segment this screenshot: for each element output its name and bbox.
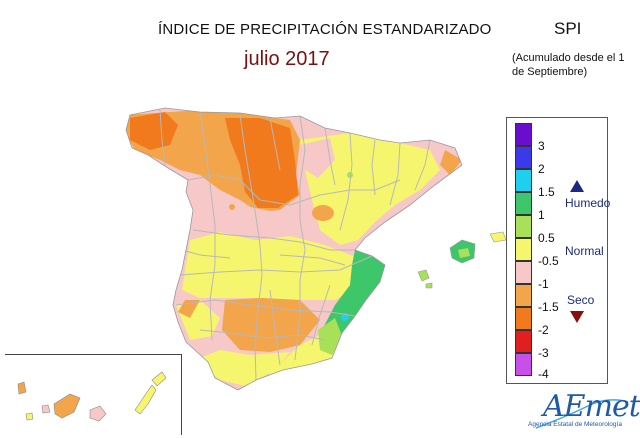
legend-swatch-6: [515, 238, 532, 261]
canary-inset-frame: [5, 354, 182, 435]
dry-patch-catalonia: [440, 150, 462, 175]
mainland-spain: [125, 107, 463, 391]
legend: 3 2 1.5 1 0.5 -0.5 -1 -1.5 -2 -3 -4 Hume…: [506, 117, 611, 384]
legend-swatch-10: [515, 330, 532, 353]
severe-dry-galicia: [130, 112, 178, 150]
wet-zone-valencia: [322, 250, 385, 345]
formentera: [425, 282, 433, 289]
la-palma: [17, 381, 27, 395]
aemet-logo-subtext: Agencia Estatal de Meteorología: [528, 421, 622, 428]
lanzarote: [151, 371, 167, 387]
dry-triangle-icon: [570, 311, 584, 323]
menorca: [489, 231, 507, 243]
aemet-logo-text: AEmet: [543, 389, 640, 424]
normal-zone-middle-band: [195, 350, 290, 386]
map-subtitle: julio 2017: [244, 48, 330, 70]
balearic-islands: [417, 231, 507, 289]
legend-category-dry: Seco: [567, 293, 595, 307]
legend-swatch-7: [515, 261, 532, 284]
legend-swatch-3: [515, 169, 532, 192]
legend-swatch-8: [515, 284, 532, 307]
legend-tick: 0.5: [538, 231, 555, 245]
gran-canaria: [89, 405, 107, 422]
legend-tick: 1: [538, 208, 545, 222]
legend-swatch-4: [515, 192, 532, 215]
wet-light-murcia: [318, 318, 342, 355]
humid-triangle-icon: [570, 180, 584, 192]
dry-patch-north: [300, 138, 335, 178]
index-label: SPI: [554, 19, 582, 38]
la-gomera: [41, 404, 51, 414]
legend-swatch-1: [515, 123, 532, 146]
legend-tick: 1.5: [538, 185, 555, 199]
normal-zone-north-east: [300, 133, 440, 245]
canary-islands: [17, 371, 167, 422]
el-hierro: [25, 412, 34, 421]
map-title: ÍNDICE DE PRECIPITACIÓN ESTANDARIZADO: [158, 21, 492, 38]
legend-tick: -0.5: [538, 254, 559, 268]
legend-tick: -3: [538, 346, 549, 360]
legend-tick: -2: [538, 323, 549, 337]
dry-patch-center: [312, 205, 334, 221]
legend-category-humid: Humedo: [565, 196, 611, 210]
fuerteventura: [134, 384, 157, 415]
legend-swatch-9: [515, 307, 532, 330]
aemet-logo-icon: [535, 399, 629, 429]
dry-patch-west: [190, 205, 300, 240]
tenerife: [53, 393, 81, 419]
legend-swatch-5: [515, 215, 532, 238]
dry-zone-andalusia: [222, 298, 320, 352]
accumulation-note: (Acumulado desde el 1 de Septiembre): [512, 52, 625, 78]
legend-tick: 2: [538, 162, 545, 176]
ibiza: [417, 269, 430, 282]
legend-swatch-2: [515, 146, 532, 169]
legend-tick: -1.5: [538, 300, 559, 314]
legend-tick: 3: [538, 139, 545, 153]
legend-tick: -1: [538, 277, 549, 291]
region-borders: [159, 109, 431, 381]
legend-tick: -4: [538, 367, 549, 381]
legend-category-normal: Normal: [565, 244, 604, 258]
normal-zone-center: [182, 232, 370, 300]
legend-swatch-11: [515, 353, 532, 376]
